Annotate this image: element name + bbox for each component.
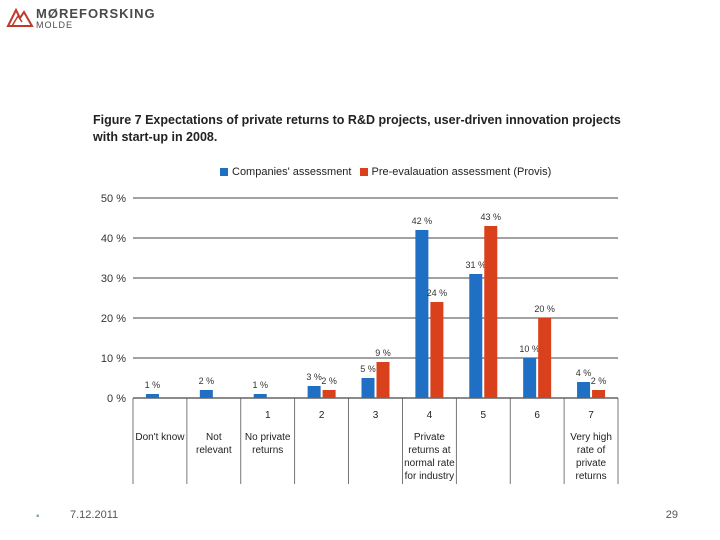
- bar-provis: [430, 302, 444, 398]
- bar-provis: [592, 390, 606, 398]
- data-label: 1 %: [145, 380, 161, 390]
- data-label: 4 %: [576, 368, 592, 378]
- x-tick-description: Very high rate of private returns: [570, 432, 612, 482]
- y-tick-label: 0 %: [107, 393, 126, 405]
- data-label: 2 %: [321, 376, 337, 386]
- legend-item-companies: Companies' assessment: [220, 166, 352, 178]
- bar-provis: [484, 226, 498, 398]
- data-label: 2 %: [199, 376, 215, 386]
- x-tick-number: 3: [373, 410, 379, 421]
- data-label: 20 %: [534, 304, 555, 314]
- legend-swatch-provis: [359, 168, 368, 176]
- data-label: 3 %: [306, 372, 322, 382]
- bar-companies: [199, 390, 213, 398]
- legend-item-provis: Pre-evalauation assessment (Provis): [359, 166, 552, 178]
- data-label: 42 %: [412, 216, 433, 226]
- y-tick-label: 50 %: [101, 193, 126, 205]
- x-tick-number: 1: [265, 410, 271, 421]
- data-label: 1 %: [252, 380, 268, 390]
- data-label: 10 %: [519, 344, 540, 354]
- data-label: 31 %: [466, 260, 487, 270]
- x-tick-description: No private returns: [245, 432, 291, 456]
- logo-sub: MOLDE: [36, 20, 74, 30]
- x-tick-number: 2: [319, 410, 325, 421]
- footer-date: 7.12.2011: [70, 509, 119, 521]
- bar-companies: [523, 358, 537, 398]
- logo-mark-icon: [6, 7, 34, 27]
- x-tick-description: Not relevant: [196, 432, 232, 456]
- data-label: 2 %: [591, 376, 607, 386]
- bar-companies: [415, 230, 429, 398]
- bar-companies: [307, 386, 321, 398]
- bar-provis: [538, 318, 552, 398]
- x-tick-number: 7: [588, 410, 594, 421]
- bar-companies: [253, 394, 267, 398]
- x-tick-description: Don't know: [135, 432, 185, 443]
- legend-label-provis: Pre-evalauation assessment (Provis): [371, 166, 552, 178]
- logo-text: MØREFORSKING MOLDE: [36, 6, 156, 30]
- logo: [6, 4, 34, 35]
- footer-bullet: ▪: [36, 511, 40, 522]
- page-number: 29: [665, 509, 678, 521]
- legend-swatch-companies: [220, 168, 228, 176]
- legend-label-companies: Companies' assessment: [232, 166, 352, 178]
- y-tick-label: 10 %: [101, 353, 126, 365]
- bar-companies: [469, 274, 483, 398]
- data-label: 43 %: [481, 212, 502, 222]
- x-tick-number: 5: [480, 410, 486, 421]
- chart-title: Figure 7 Expectations of private returns…: [93, 113, 621, 144]
- bar-companies: [361, 378, 375, 398]
- y-tick-label: 20 %: [101, 313, 126, 325]
- data-label: 24 %: [427, 288, 448, 298]
- chart-legend: Companies' assessment Pre-evalauation as…: [220, 166, 551, 178]
- bar-companies: [577, 382, 591, 398]
- data-label: 9 %: [375, 348, 391, 358]
- bar-companies: [145, 394, 159, 398]
- x-tick-number: 6: [534, 410, 540, 421]
- data-label: 5 %: [360, 364, 376, 374]
- y-tick-label: 40 %: [101, 233, 126, 245]
- logo-name: MØREFORSKING: [36, 6, 156, 21]
- x-tick-description: Private returns at normal rate for industry: [404, 432, 455, 482]
- x-tick-number: 4: [427, 410, 433, 421]
- y-tick-label: 30 %: [101, 273, 126, 285]
- bar-provis: [376, 362, 390, 398]
- bar-provis: [322, 390, 336, 398]
